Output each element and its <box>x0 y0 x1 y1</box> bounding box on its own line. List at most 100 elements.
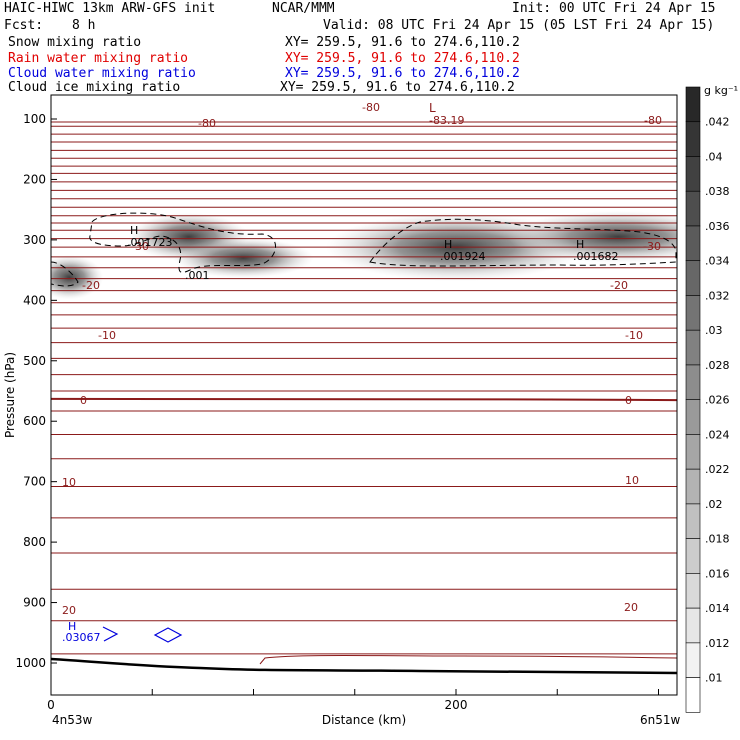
contour-label-m80-2: -80 <box>198 117 216 130</box>
colorbar-label-17: .01 <box>705 672 723 685</box>
contour-label-m10-1: -10 <box>98 329 116 342</box>
y-tick-label-600: 600 <box>23 414 46 428</box>
cloud-ice-contours <box>51 212 677 287</box>
temperature-labels: -80 -80 -80 -30 -30 -20 -20 -10 -10 0 0 … <box>62 101 662 617</box>
ice-contour-label: .001 <box>185 269 210 282</box>
contour-label-0-1: 0 <box>80 394 87 407</box>
contour-label-m80-1: -80 <box>362 101 380 114</box>
valid-time: Valid: 08 UTC Fri 24 Apr 15 (05 LST Fri … <box>323 18 715 33</box>
colorbar-swatch-10 <box>685 399 701 435</box>
colorbar-swatch-15 <box>685 573 701 609</box>
cloud-ice-contour-edge <box>51 261 79 287</box>
x-left-endpoint: 4n53w <box>52 713 93 727</box>
colorbar-label-15: .014 <box>705 602 730 615</box>
colorbar-swatch-5 <box>685 225 701 262</box>
y-axis: 100 200 300 400 500 600 700 800 900 1000 <box>15 112 57 670</box>
colorbar-label-10: .024 <box>705 428 730 441</box>
init-time: Init: 00 UTC Fri 24 Apr 15 <box>512 1 716 16</box>
ice-max-1-value: .001723 <box>127 236 173 249</box>
colorbar-swatch-1 <box>685 86 701 123</box>
ice-max-3-letter: H <box>576 238 584 251</box>
cloud-water-contours <box>102 626 183 643</box>
y-tick-label-700: 700 <box>23 475 46 489</box>
contour-label-m20-2: -20 <box>610 279 628 292</box>
y-tick-label-300: 300 <box>23 233 46 247</box>
colorbar-swatch-18 <box>685 677 701 713</box>
colorbar-label-3: .038 <box>705 185 730 198</box>
colorbar-swatch-11 <box>685 434 701 470</box>
contour-label-20-1: 20 <box>62 604 76 617</box>
model-title: HAIC-HIWC 13km ARW-GFS init <box>4 1 216 16</box>
colorbar-label-6: .032 <box>705 289 730 302</box>
colorbar-swatch-13 <box>685 503 701 539</box>
y-tick-label-400: 400 <box>23 293 46 307</box>
colorbar-swatch-2 <box>685 121 701 157</box>
temp-min-letter: L <box>429 101 436 115</box>
y-axis-title: Pressure (hPa) <box>3 352 17 438</box>
field-snow-name: Snow mixing ratio <box>8 35 142 50</box>
temperature-contours <box>51 121 677 655</box>
snow-core-5 <box>508 210 677 263</box>
contour-label-m20-1: -20 <box>82 279 100 292</box>
cloud-water-contour-2 <box>153 627 183 643</box>
y-tick-label-100: 100 <box>23 112 46 126</box>
colorbar-unit: g kg⁻¹ <box>704 84 738 97</box>
x-tick-label-200: 200 <box>445 698 468 712</box>
colorbar-swatch-4 <box>685 190 701 227</box>
forecast-value: 8 h <box>72 18 96 33</box>
y-tick-label-1000: 1000 <box>15 656 46 670</box>
colorbar-swatch-16 <box>685 607 701 644</box>
colorbar-swatch-12 <box>685 468 701 505</box>
forecast-label: Fcst: <box>4 18 44 33</box>
temperature-minimum: L -83.19 <box>429 101 464 127</box>
colorbar-swatch-9 <box>685 364 701 400</box>
colorbar-swatch-14 <box>685 538 701 574</box>
field-rain-name: Rain water mixing ratio <box>8 51 189 66</box>
x-axis-title: Distance (km) <box>322 713 406 727</box>
colorbar-label-16: .012 <box>705 637 730 650</box>
colorbar-swatch-6 <box>685 260 701 296</box>
temp-line-zero <box>51 397 677 402</box>
colorbar-swatch-17 <box>685 642 701 678</box>
ice-max-3-value: .001682 <box>573 250 619 263</box>
plot-frame <box>50 94 678 696</box>
snow-core-1 <box>51 255 104 300</box>
contour-label-m10-2: -10 <box>625 329 643 342</box>
colorbar-label-2: .04 <box>705 150 723 163</box>
cw-max-value: .03067 <box>62 631 101 644</box>
colorbar: .042 .04 .038 .036 .034 .032 .03 .028 .026 .024 .0… <box>685 86 730 713</box>
x-right-endpoint: 6n51w <box>640 713 681 727</box>
contour-label-10-2: 10 <box>625 474 639 487</box>
y-tick-label-800: 800 <box>23 535 46 549</box>
colorbar-label-14: .016 <box>705 567 730 580</box>
temperature-contour-surface <box>259 655 677 665</box>
cloud-ice-contour-left <box>89 212 276 273</box>
field-snow-xy: XY= 259.5, 91.6 to 274.6,110.2 <box>285 35 520 50</box>
colorbar-label-9: .026 <box>705 394 730 407</box>
field-cloudice-name: Cloud ice mixing ratio <box>8 80 181 95</box>
field-cloudice-xy: XY= 259.5, 91.6 to 274.6,110.2 <box>280 80 515 95</box>
ice-max-2-letter: H <box>444 238 452 251</box>
colorbar-swatch-7 <box>685 295 701 331</box>
terrain-line <box>51 657 677 675</box>
y-tick-label-900: 900 <box>23 596 46 610</box>
colorbar-label-1: .042 <box>705 116 730 129</box>
contour-label-10-1: 10 <box>62 476 76 489</box>
cloud-ice-maxima: H .001723 H .001924 H .001682 .001 <box>127 224 619 282</box>
contour-label-m80-3: -80 <box>644 114 662 127</box>
temp-min-value: -83.19 <box>429 114 464 127</box>
cloud-water-maximum: H .03067 <box>62 620 101 644</box>
colorbar-label-13: .018 <box>705 533 730 546</box>
cloud-ice-contour-right <box>369 218 677 267</box>
y-tick-label-500: 500 <box>23 354 46 368</box>
x-axis: 0 200 <box>47 689 659 712</box>
cw-max-letter: H <box>68 620 76 633</box>
colorbar-swatch-8 <box>685 329 701 366</box>
contour-label-m30-1: -30 <box>131 240 149 253</box>
x-tick-label-0: 0 <box>47 698 55 712</box>
colorbar-label-12: .02 <box>705 498 723 511</box>
contour-label-m30-2: -30 <box>643 240 661 253</box>
field-rain-xy: XY= 259.5, 91.6 to 274.6,110.2 <box>285 51 520 66</box>
field-cloudwater-name: Cloud water mixing ratio <box>8 66 196 81</box>
